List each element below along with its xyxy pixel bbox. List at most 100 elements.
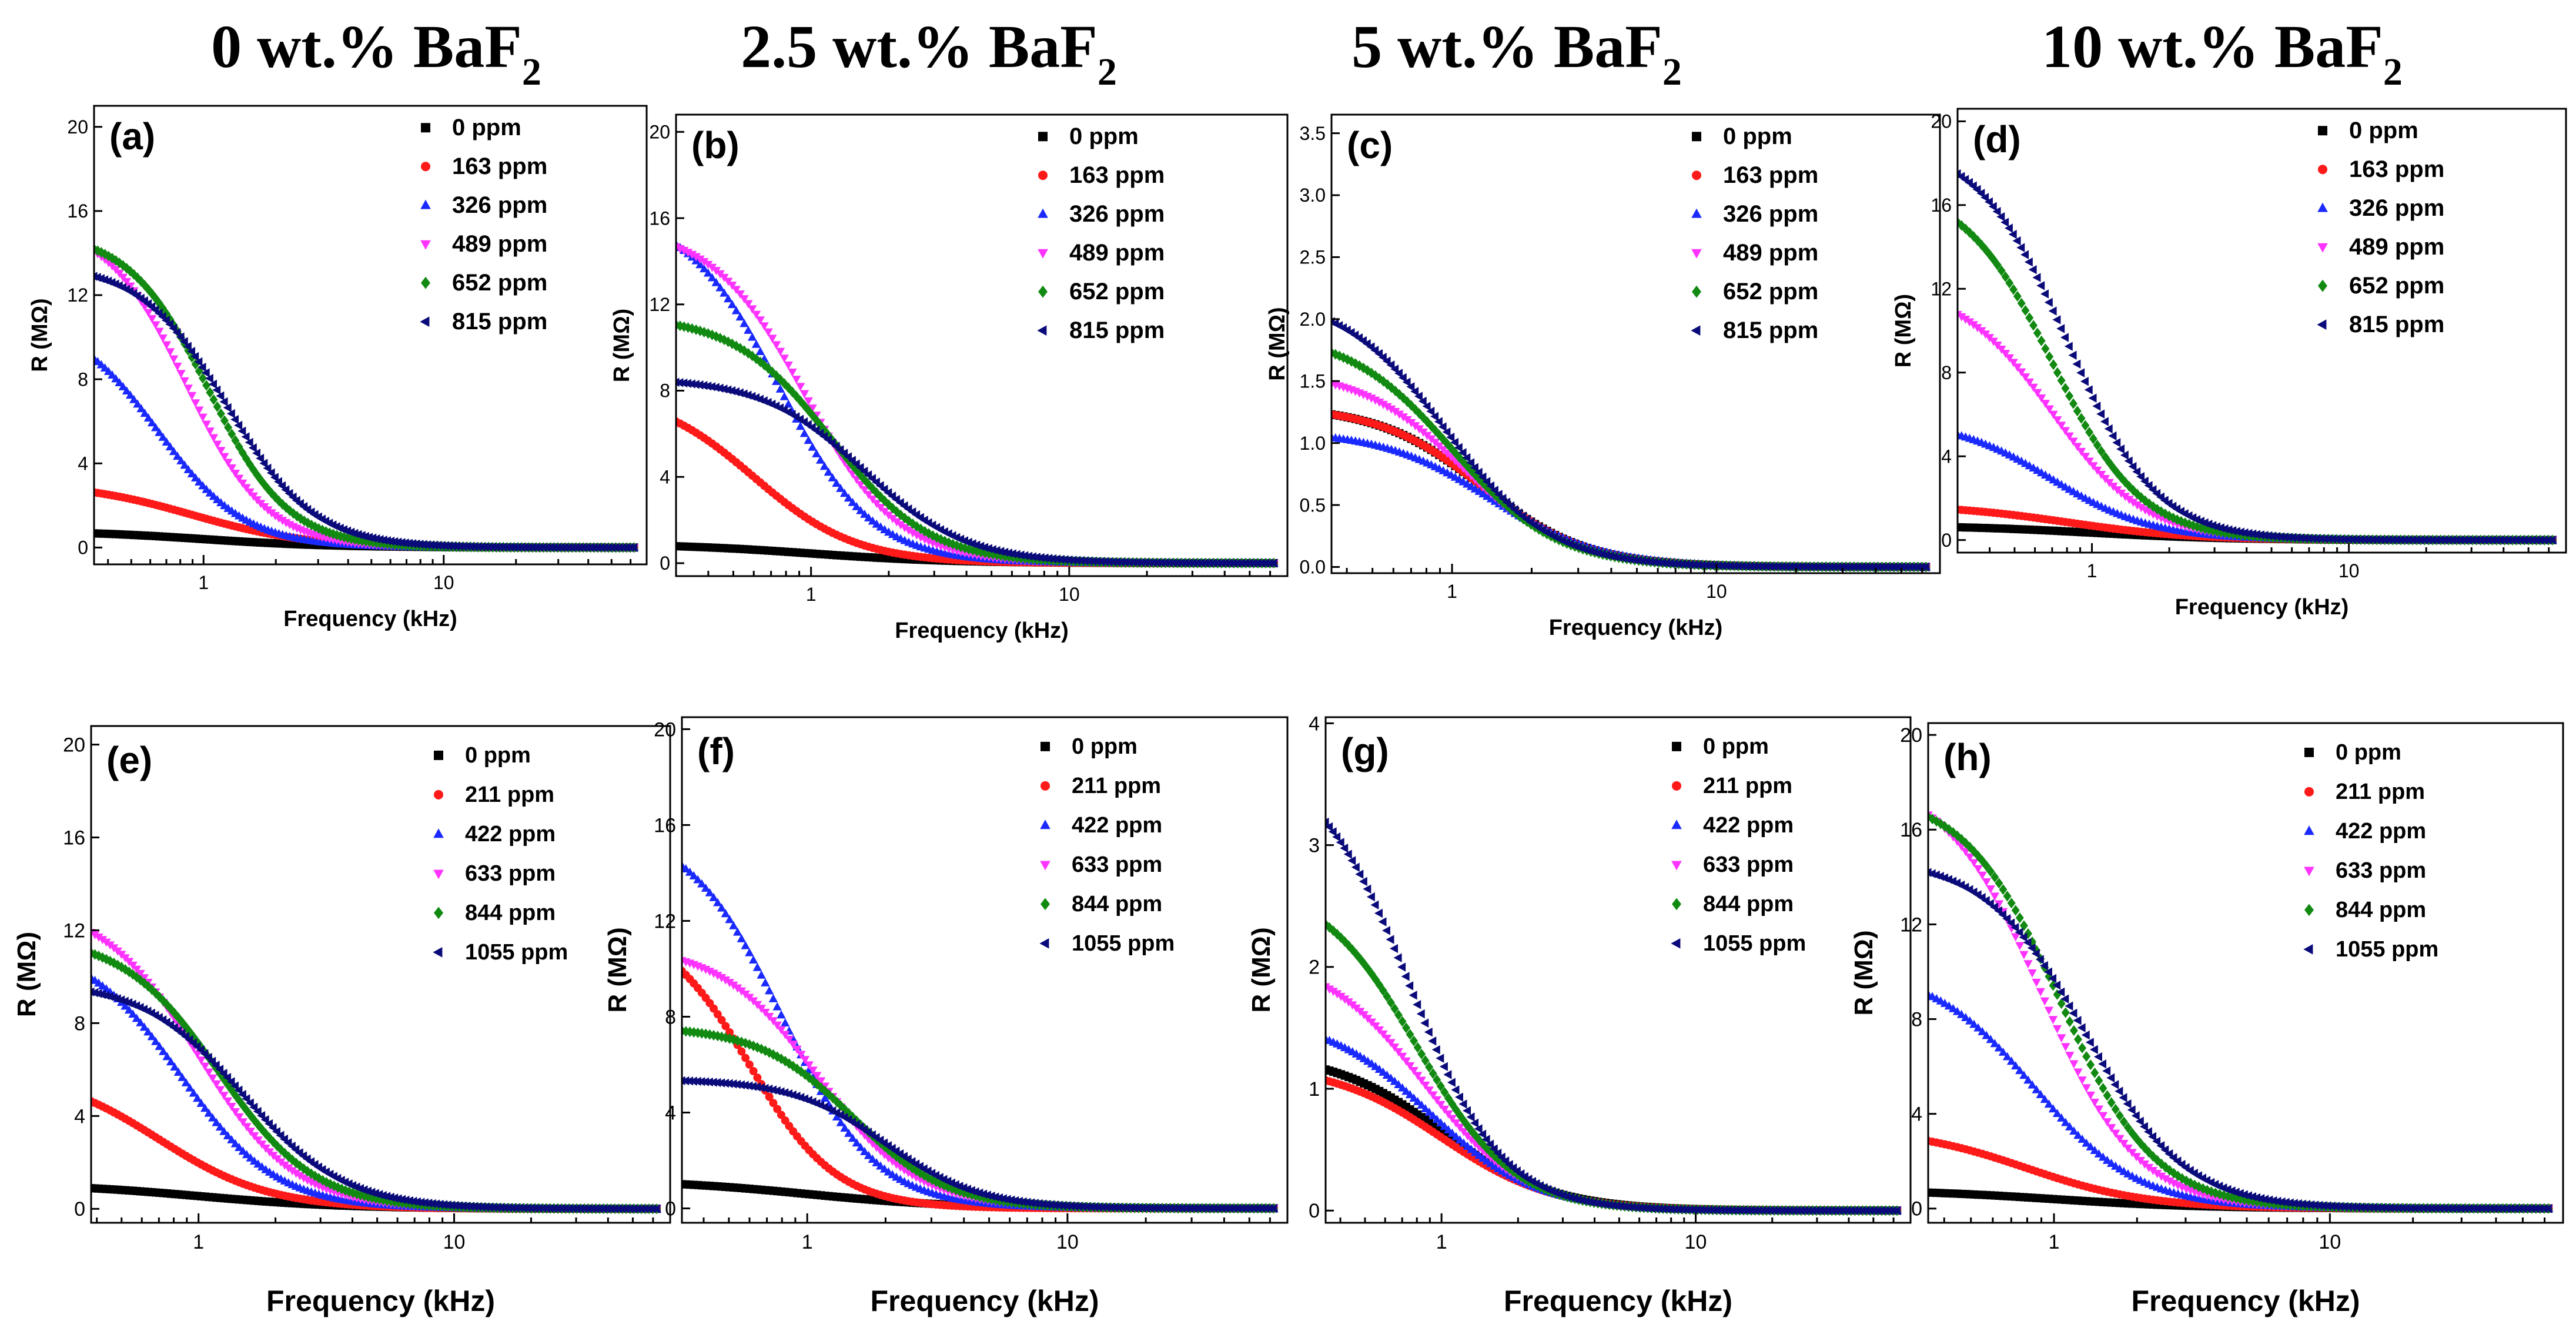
legend-label: 163 ppm xyxy=(1723,162,1818,188)
y-tick-label: 20 xyxy=(649,122,670,143)
legend-label: 815 ppm xyxy=(1723,317,1818,343)
y-tick-label: 20 xyxy=(1900,724,1922,747)
legend-label: 489 ppm xyxy=(1069,240,1165,266)
chart-panel-b: 0 4 8 12 16 20 1 10 Frequency (kHz) R (MΩ) (b) 0 pp… xyxy=(610,113,1289,643)
series-1055-ppm xyxy=(1928,868,2552,1213)
y-tick-label: 12 xyxy=(67,285,88,306)
series-markers xyxy=(1958,169,2556,545)
series-422-ppm xyxy=(1928,989,2553,1212)
chart-panel-g: 0 1 2 3 4 1 10 Frequency (kHz) R (MΩ) (g) 0 ppm 211… xyxy=(1247,712,1912,1317)
y-tick-label: 2.0 xyxy=(1300,309,1326,330)
series-markers xyxy=(676,319,1278,569)
y-axis-label: R (MΩ) xyxy=(12,932,41,1017)
panel-label: (g) xyxy=(1341,730,1389,772)
legend-label: 326 ppm xyxy=(452,192,547,218)
y-tick-label: 2.5 xyxy=(1300,247,1326,268)
legend-label: 0 ppm xyxy=(452,115,521,141)
chart-panel-f: 0 4 8 12 16 20 1 10 Frequency (kHz) R (MΩ) (f) 0 pp… xyxy=(603,716,1289,1317)
legend-marker xyxy=(421,276,430,289)
y-tick-label: 8 xyxy=(1911,1008,1922,1031)
y-tick-label: 0 xyxy=(1941,530,1952,551)
y-tick-label: 4 xyxy=(1941,446,1952,467)
column-title-2-5wt: 2.5 wt.% BaF2 xyxy=(635,12,1223,93)
x-tick-label: 1 xyxy=(806,584,817,605)
legend-marker xyxy=(1691,249,1702,259)
chart-panel-h: 0 4 8 12 16 20 1 10 Frequency (kHz) R (MΩ) (h) 0 pp… xyxy=(1849,722,2564,1317)
legend-marker xyxy=(1038,249,1048,259)
y-tick-label: 0 xyxy=(660,553,670,574)
y-tick-label: 12 xyxy=(63,919,85,942)
legend-label: 844 ppm xyxy=(2336,898,2426,922)
x-axis-label: Frequency (kHz) xyxy=(283,607,457,631)
x-tick-label: 1 xyxy=(1447,581,1457,602)
legend-label: 815 ppm xyxy=(452,309,547,334)
series-markers xyxy=(1928,811,2553,1214)
panel-label: (f) xyxy=(697,730,735,772)
column-title-subscript: 2 xyxy=(1097,50,1117,93)
legend-label: 163 ppm xyxy=(2349,156,2444,182)
series-633-ppm xyxy=(1326,983,1902,1216)
series-markers xyxy=(1326,817,1901,1215)
y-tick-label: 12 xyxy=(654,910,676,932)
series-markers xyxy=(1958,217,2557,546)
y-tick-label: 0.0 xyxy=(1300,557,1326,578)
legend-label: 1055 ppm xyxy=(2336,937,2438,962)
plot-area xyxy=(676,240,1279,569)
panel-label: (c) xyxy=(1347,124,1393,166)
plot-area xyxy=(1326,817,1902,1216)
legend-label: 326 ppm xyxy=(1069,201,1165,227)
y-tick-label: 20 xyxy=(67,116,88,138)
legend-marker xyxy=(1038,208,1048,218)
y-tick-label: 12 xyxy=(649,294,670,315)
legend-marker xyxy=(2303,944,2313,955)
x-axis-label: Frequency (kHz) xyxy=(266,1284,495,1317)
legend-marker xyxy=(1671,938,1681,949)
series-markers xyxy=(91,1097,661,1213)
legend-marker xyxy=(434,906,443,919)
plot-area xyxy=(1928,811,2553,1214)
legend-marker xyxy=(1041,781,1050,791)
legend-marker xyxy=(433,869,444,879)
y-tick-label: 3.5 xyxy=(1300,123,1326,144)
x-tick-label: 1 xyxy=(2087,560,2097,581)
legend-label: 652 ppm xyxy=(2349,273,2444,299)
y-tick-label: 16 xyxy=(1900,819,1922,841)
series-163-ppm xyxy=(1332,410,1931,571)
panel-label: (a) xyxy=(109,115,155,158)
series-1055-ppm xyxy=(1326,817,1901,1215)
plot-area xyxy=(91,929,661,1215)
legend-label: 815 ppm xyxy=(2349,312,2444,337)
series-markers xyxy=(1928,811,2553,1214)
chart-panel-e: 0 4 8 12 16 20 1 10 Frequency (kHz) R (MΩ) (e) 0 pp… xyxy=(12,725,671,1317)
series-633-ppm xyxy=(91,929,661,1214)
legend-marker xyxy=(2304,747,2314,757)
y-tick-label: 20 xyxy=(1931,111,1952,132)
legend-label: 326 ppm xyxy=(2349,195,2444,221)
series-422-ppm xyxy=(682,861,1279,1212)
column-title-5wt: 5 wt.% BaF2 xyxy=(1223,12,1811,93)
legend-marker xyxy=(420,199,431,209)
series-markers xyxy=(91,987,660,1213)
panel-label: (h) xyxy=(1943,736,1992,778)
legend-label: 633 ppm xyxy=(1072,852,1162,877)
y-axis-label: R (MΩ) xyxy=(28,298,52,372)
legend-label: 633 ppm xyxy=(1703,852,1794,877)
legend-label: 844 ppm xyxy=(465,901,556,925)
series-1055-ppm xyxy=(682,1076,1277,1213)
legend-marker xyxy=(420,316,430,327)
legend-label: 422 ppm xyxy=(1072,813,1162,838)
y-tick-label: 4 xyxy=(1911,1103,1922,1126)
y-tick-label: 8 xyxy=(665,1006,676,1028)
legend-label: 422 ppm xyxy=(1703,813,1794,838)
series-489-ppm xyxy=(676,243,1279,568)
y-tick-label: 2 xyxy=(1309,956,1320,979)
legend-marker xyxy=(1672,898,1681,911)
legend-marker xyxy=(433,947,443,958)
y-tick-label: 4 xyxy=(1309,712,1320,735)
legend-label: 211 ppm xyxy=(465,782,554,807)
series-844-ppm xyxy=(1928,811,2553,1214)
series-844-ppm xyxy=(91,948,661,1215)
x-axis-label: Frequency (kHz) xyxy=(1549,616,1723,640)
legend-label: 163 ppm xyxy=(452,153,547,179)
